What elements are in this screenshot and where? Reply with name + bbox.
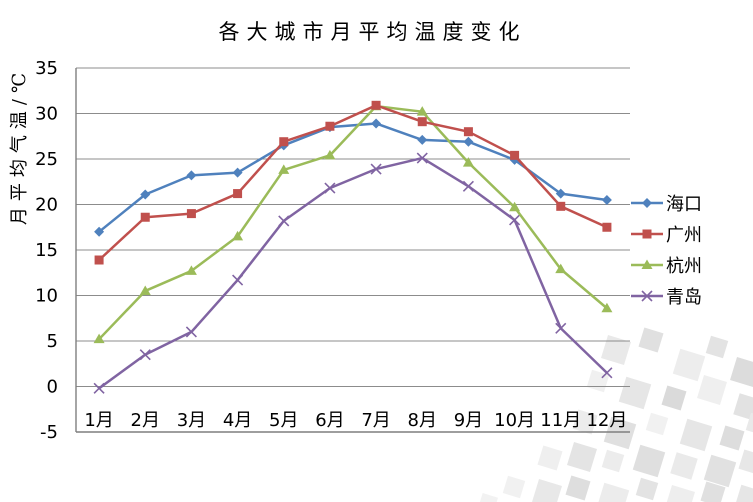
marker-square-icon [140, 212, 150, 222]
marker-square-icon [463, 127, 473, 137]
y-axis-title: 月平均气温/℃ [9, 66, 30, 226]
marker-triangle-icon [462, 157, 474, 167]
marker-diamond-icon [186, 170, 197, 181]
x-category-label: 7月 [361, 410, 390, 431]
marker-triangle-icon [324, 149, 336, 160]
marker-triangle-icon [416, 106, 428, 116]
marker-square-icon [233, 189, 243, 199]
y-tick-label: 5 [47, 331, 58, 352]
marker-x-icon [278, 215, 290, 227]
legend: 海口 广州 杭州 青岛 [630, 187, 702, 311]
legend-item-qingdao: 青岛 [630, 280, 702, 311]
series-line-guangzhou [98, 104, 608, 261]
marker-diamond-icon [555, 188, 566, 199]
marker-square-icon [602, 222, 612, 232]
x-category-label: 11月 [540, 410, 581, 431]
marker-diamond-icon [371, 118, 382, 129]
marker-square-icon [279, 137, 289, 147]
marker-triangle-icon [185, 265, 197, 275]
marker-diamond-icon [140, 189, 151, 200]
marker-square-icon [371, 100, 381, 110]
x-category-label: 3月 [177, 410, 206, 431]
legend-marker-square-icon [631, 229, 663, 238]
marker-triangle-icon [139, 285, 151, 295]
marker-triangle-icon [601, 302, 613, 313]
marker-triangle-icon [278, 164, 290, 174]
legend-item-guangzhou: 广州 [630, 218, 702, 249]
marker-square-icon [556, 201, 566, 211]
x-category-label: 5月 [269, 410, 298, 431]
marker-x-icon [416, 152, 428, 164]
marker-square-icon [186, 209, 196, 219]
x-category-label: 4月 [223, 410, 252, 431]
legend-marker-x-icon [631, 289, 663, 302]
marker-square-icon [325, 121, 335, 131]
x-category-label: 6月 [315, 410, 344, 431]
legend-item-haikou: 海口 [630, 187, 702, 218]
chart-title: 各大城市月平均温度变化 [218, 20, 527, 44]
y-tick-label: 30 [35, 104, 58, 125]
marker-diamond-icon [232, 167, 243, 178]
x-category-label: 12月 [586, 410, 627, 431]
marker-x-icon [555, 322, 567, 334]
y-tick-label: 25 [35, 149, 58, 170]
marker-square-icon [510, 150, 520, 160]
legend-item-hangzhou: 杭州 [630, 249, 702, 280]
series-line-hangzhou [98, 104, 608, 341]
marker-triangle-icon [555, 263, 567, 274]
series-line-qingdao [98, 156, 608, 390]
legend-label: 青岛 [666, 286, 702, 308]
marker-diamond-icon [463, 136, 474, 147]
legend-label: 广州 [666, 224, 702, 246]
x-category-label: 9月 [454, 410, 483, 431]
marker-x-icon [139, 349, 151, 361]
legend-marker-diamond-icon [631, 197, 663, 208]
x-category-label: 1月 [84, 410, 113, 431]
legend-marker-triangle-icon [631, 259, 663, 269]
marker-diamond-icon [94, 226, 105, 237]
y-tick-label: -5 [40, 422, 58, 443]
marker-triangle-icon [93, 333, 105, 344]
marker-x-icon [232, 274, 244, 286]
marker-x-icon [601, 367, 613, 379]
marker-x-icon [370, 163, 382, 175]
legend-label: 杭州 [666, 255, 702, 277]
marker-square-icon [417, 117, 427, 127]
x-category-label: 2月 [131, 410, 160, 431]
marker-x-icon [324, 182, 336, 194]
y-tick-label: 10 [35, 286, 58, 307]
marker-square-icon [94, 255, 104, 265]
marker-x-icon [462, 180, 474, 192]
x-category-label: 8月 [408, 410, 437, 431]
marker-x-icon [509, 214, 521, 226]
marker-x-icon [93, 382, 105, 394]
legend-label: 海口 [666, 193, 702, 215]
marker-triangle-icon [509, 201, 521, 212]
y-tick-label: 15 [35, 240, 58, 261]
marker-diamond-icon [601, 194, 612, 205]
y-tick-label: 35 [35, 58, 58, 79]
marker-diamond-icon [417, 134, 428, 145]
y-tick-label: 20 [35, 195, 58, 216]
y-tick-label: 0 [47, 377, 58, 398]
marker-triangle-icon [232, 230, 244, 241]
marker-x-icon [185, 326, 197, 338]
x-category-label: 10月 [494, 410, 535, 431]
